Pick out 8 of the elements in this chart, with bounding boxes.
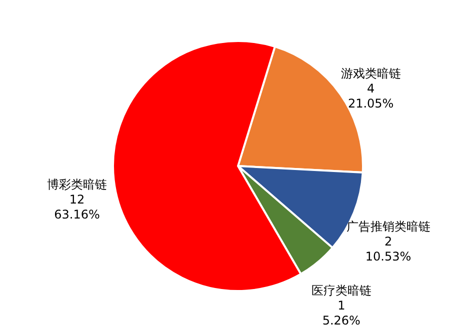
slice-label: 游戏类暗链 bbox=[340, 66, 401, 80]
slice-label: 博彩类暗链 bbox=[47, 177, 108, 192]
slice-label: 医疗类暗链 bbox=[311, 284, 372, 298]
data-label: 2 10.53% bbox=[365, 234, 412, 264]
data-label: 4 21.05% bbox=[348, 81, 394, 110]
slice-label: 广告推销类暗链 bbox=[346, 219, 430, 234]
data-label: 1 5.26% bbox=[322, 298, 360, 328]
data-label: 12 63.16% bbox=[54, 192, 100, 222]
